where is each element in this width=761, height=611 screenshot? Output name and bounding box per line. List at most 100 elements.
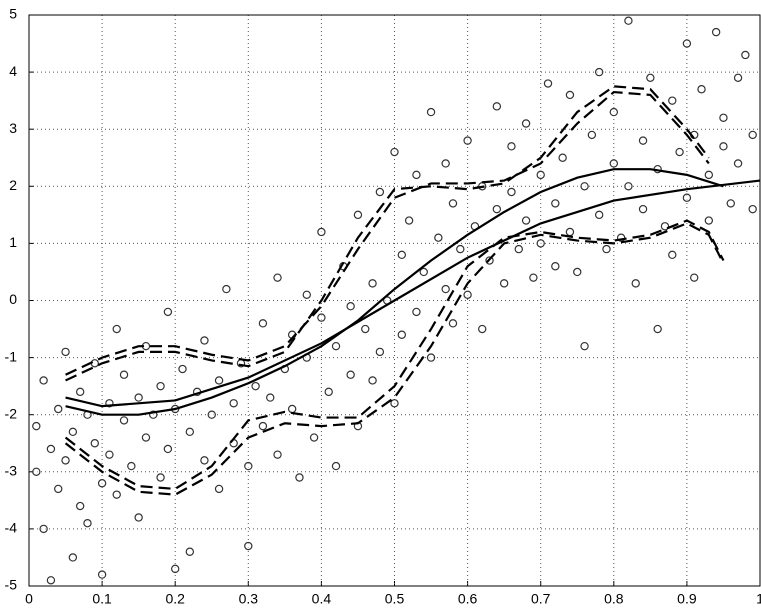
data-point bbox=[594, 210, 604, 220]
data-point bbox=[170, 564, 180, 574]
data-point bbox=[748, 204, 757, 214]
data-point bbox=[434, 233, 443, 242]
data-point bbox=[507, 187, 516, 197]
x-tick-label: 0.1 bbox=[92, 591, 112, 607]
data-point bbox=[287, 404, 297, 414]
data-point bbox=[514, 244, 523, 254]
y-tick-label: -1 bbox=[5, 348, 18, 364]
x-tick-label: 0.2 bbox=[165, 591, 185, 607]
data-point bbox=[426, 353, 436, 362]
data-point bbox=[587, 130, 597, 140]
data-point bbox=[375, 187, 385, 197]
data-point bbox=[346, 370, 355, 379]
y-tick-label: 3 bbox=[9, 120, 17, 136]
data-point bbox=[105, 450, 114, 459]
y-tick-label: 5 bbox=[9, 6, 17, 22]
data-point bbox=[163, 444, 173, 454]
data-point bbox=[266, 393, 275, 402]
data-point bbox=[448, 199, 458, 208]
data-point bbox=[426, 107, 436, 117]
data-point bbox=[368, 279, 377, 288]
data-point bbox=[668, 250, 677, 260]
data-point bbox=[668, 96, 677, 105]
data-point bbox=[46, 444, 56, 454]
data-point bbox=[478, 324, 487, 334]
data-point bbox=[97, 570, 107, 579]
data-point bbox=[499, 279, 509, 288]
data-point bbox=[660, 222, 670, 231]
data-point bbox=[521, 119, 531, 128]
data-point bbox=[529, 273, 538, 282]
data-point bbox=[733, 159, 743, 168]
data-point bbox=[704, 170, 714, 180]
data-point bbox=[214, 484, 224, 494]
data-point bbox=[631, 279, 640, 288]
data-point bbox=[602, 244, 611, 254]
data-point bbox=[580, 182, 589, 191]
data-point bbox=[733, 73, 743, 83]
data-point bbox=[273, 450, 282, 459]
data-point bbox=[68, 553, 78, 562]
dashed-line bbox=[65, 85, 710, 382]
data-point bbox=[200, 336, 209, 345]
x-tick-label: 0.4 bbox=[312, 591, 332, 607]
data-point bbox=[412, 307, 421, 317]
fit-line bbox=[65, 168, 724, 416]
data-point bbox=[361, 324, 370, 334]
x-tick-label: 0.7 bbox=[531, 591, 551, 607]
data-point bbox=[185, 427, 195, 437]
data-point bbox=[163, 307, 173, 317]
data-point bbox=[317, 313, 326, 322]
y-tick-label: 0 bbox=[9, 291, 17, 307]
data-point bbox=[492, 102, 502, 111]
data-point bbox=[507, 142, 516, 151]
x-tick-label: 0.6 bbox=[458, 591, 478, 607]
data-point bbox=[317, 227, 326, 237]
data-point bbox=[565, 227, 575, 237]
data-point bbox=[390, 147, 399, 157]
data-point bbox=[134, 393, 143, 402]
x-tick-label: 0.8 bbox=[604, 591, 624, 607]
data-point bbox=[127, 461, 136, 471]
data-point bbox=[119, 416, 129, 425]
data-point bbox=[638, 204, 648, 214]
data-point bbox=[32, 421, 41, 431]
data-point bbox=[441, 284, 450, 294]
data-point bbox=[324, 387, 333, 397]
data-point bbox=[551, 262, 560, 271]
data-point bbox=[39, 376, 48, 385]
data-point bbox=[463, 290, 472, 299]
data-point bbox=[690, 273, 699, 282]
data-point bbox=[609, 159, 619, 168]
plot-frame bbox=[28, 14, 761, 587]
data-point bbox=[492, 204, 502, 214]
data-point bbox=[682, 193, 692, 202]
data-point bbox=[580, 341, 589, 351]
dashed-line bbox=[64, 219, 725, 491]
data-point bbox=[141, 433, 151, 442]
x-tick-label: 0 bbox=[25, 591, 33, 607]
data-point bbox=[719, 142, 728, 151]
data-point bbox=[295, 473, 304, 482]
data-point bbox=[61, 456, 70, 465]
data-point bbox=[244, 461, 253, 471]
x-tick-label: 1 bbox=[756, 591, 761, 607]
data-point bbox=[244, 541, 253, 551]
data-point bbox=[375, 347, 385, 357]
data-point bbox=[97, 479, 107, 488]
data-point bbox=[697, 85, 706, 94]
data-point bbox=[704, 216, 714, 225]
data-point bbox=[397, 330, 407, 339]
data-point bbox=[624, 16, 633, 25]
x-tick-label: 0.5 bbox=[385, 591, 405, 607]
data-point bbox=[521, 216, 531, 225]
data-point bbox=[207, 410, 216, 419]
data-point bbox=[653, 324, 662, 334]
data-point bbox=[46, 576, 56, 585]
data-point bbox=[156, 473, 165, 482]
data-point bbox=[112, 490, 121, 499]
y-tick-label: -4 bbox=[5, 520, 18, 536]
data-point bbox=[68, 427, 78, 437]
data-point bbox=[353, 210, 363, 220]
y-tick-label: 4 bbox=[9, 63, 17, 79]
